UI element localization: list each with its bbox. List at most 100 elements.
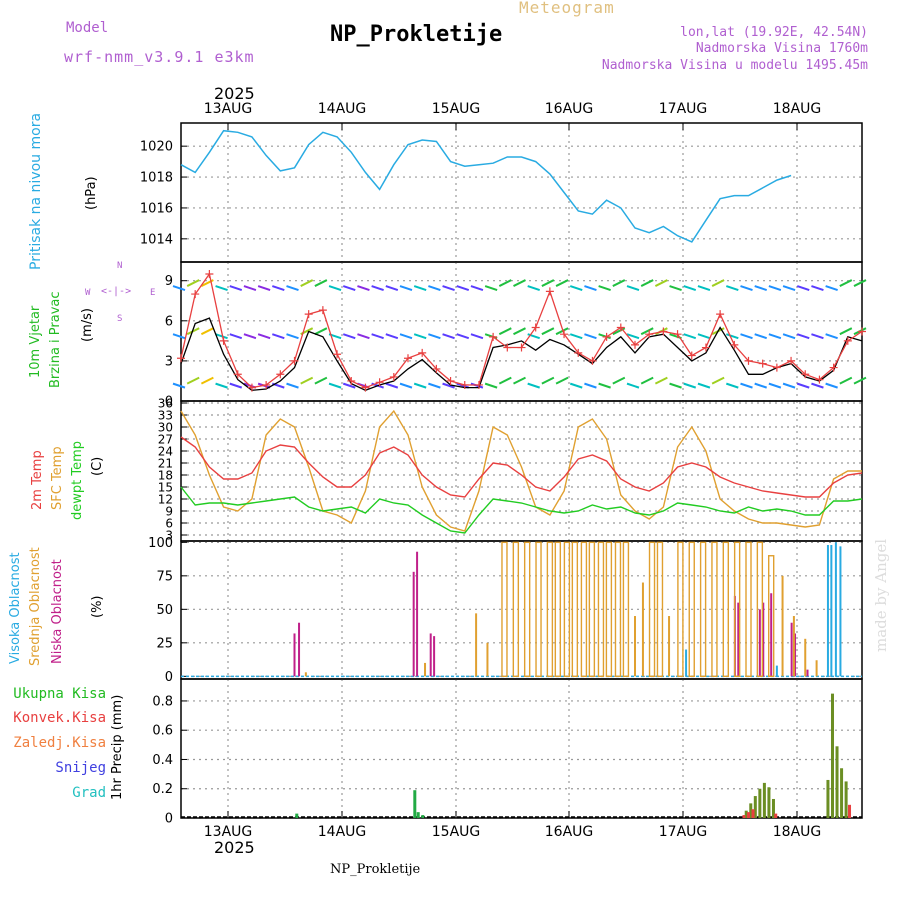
y-tick-label: 0.6 xyxy=(152,724,173,739)
cloud-bar xyxy=(770,593,773,677)
wind-barb xyxy=(654,279,668,287)
wind-barb xyxy=(640,376,654,385)
y-tick-label: 27 xyxy=(158,433,173,447)
wind-barb xyxy=(456,285,470,292)
x-tick-label-bottom: 15AUG xyxy=(432,824,481,840)
wind-barb xyxy=(215,333,228,340)
cloud-bar xyxy=(790,622,793,677)
precip-bar xyxy=(744,810,748,818)
wind-barb xyxy=(342,333,356,340)
cloud-bar xyxy=(475,613,478,677)
cloud-bar xyxy=(839,546,842,677)
wind-barb xyxy=(853,376,867,385)
wind-barb xyxy=(342,285,356,292)
x-tick-label-top: 16AUG xyxy=(545,101,594,117)
y-tick-label: 3 xyxy=(165,529,173,543)
dew-title: dewpt Temp xyxy=(70,440,85,520)
wind-barb xyxy=(654,376,668,385)
wind-barb xyxy=(782,285,796,292)
wind-gust-marker xyxy=(616,323,625,332)
wind-barb xyxy=(584,382,597,389)
temp2m-line xyxy=(180,436,863,498)
wind-barb xyxy=(754,333,768,340)
x-tick-label-bottom: 13AUG xyxy=(204,824,253,840)
pressure-title: Pritisak na nivou mora xyxy=(28,112,44,270)
temp-unit: (C) xyxy=(90,456,105,476)
wind-barb xyxy=(683,333,697,340)
precip-bar xyxy=(830,693,834,818)
wind-barb xyxy=(257,285,271,292)
cloud-bar xyxy=(806,669,809,677)
wind-barb xyxy=(413,285,427,292)
cloud-bar xyxy=(535,541,542,678)
wind-barb xyxy=(768,333,782,340)
wind-gust-marker xyxy=(730,340,739,349)
cloud-bar xyxy=(293,633,296,677)
y-tick-label: 6 xyxy=(165,517,173,531)
wind-barb xyxy=(811,333,824,340)
wind-barb xyxy=(513,279,526,287)
precip-bar xyxy=(742,815,746,818)
wind-gust-marker xyxy=(560,330,569,339)
pressure-line xyxy=(180,129,792,243)
wind-gust-marker xyxy=(432,364,441,373)
y-tick-label: 12 xyxy=(158,493,173,507)
wind-barb xyxy=(697,382,711,389)
precip-bar xyxy=(835,746,839,818)
cloud-bar xyxy=(781,575,784,677)
wind-gust-marker xyxy=(716,310,725,319)
wind-gust-marker xyxy=(276,370,285,379)
y-tick-label: 21 xyxy=(158,457,173,471)
wind-barb xyxy=(286,333,299,340)
cloud-bar xyxy=(512,541,520,678)
lonlat-text: lon,lat (19.92E, 42.54N) xyxy=(680,25,868,40)
cloud-bar xyxy=(554,541,562,678)
wind-barb xyxy=(796,285,810,292)
wind-gust-marker xyxy=(843,336,852,345)
wind-gust-marker xyxy=(375,378,384,387)
wind-barb xyxy=(640,327,654,336)
x-tick-label-bottom: 14AUG xyxy=(318,824,367,840)
wind-gust-marker xyxy=(701,343,710,352)
wind-barb xyxy=(172,285,186,292)
wind-barb xyxy=(669,285,682,292)
precip-bar xyxy=(826,779,830,818)
wind-barb xyxy=(697,333,711,340)
wind-dir-w: W xyxy=(85,288,91,298)
wind-barb xyxy=(768,285,782,292)
x-tick-label-top: 15AUG xyxy=(432,101,481,117)
wind-barb xyxy=(385,285,399,292)
cloud-bar xyxy=(429,633,432,677)
wind-barb xyxy=(811,382,824,389)
wind-barb xyxy=(683,382,697,389)
cloud-bar xyxy=(677,541,684,678)
precip-bar xyxy=(751,809,755,818)
wind-barb xyxy=(697,285,711,292)
y-tick-label: 0 xyxy=(165,395,173,410)
cloud-bar xyxy=(688,541,695,678)
wind-barb xyxy=(399,333,413,340)
credit-text: made by Angel xyxy=(872,538,890,652)
cloud-bar xyxy=(668,616,671,677)
meteogram-label: Meteogram xyxy=(519,0,615,17)
wind-barb xyxy=(215,285,228,292)
wind-barb xyxy=(782,382,796,389)
cloud-unit: (%) xyxy=(90,595,105,619)
precip-bar xyxy=(762,782,766,818)
cloud-bar xyxy=(792,616,795,677)
wind-barb xyxy=(484,382,498,389)
wind-barb xyxy=(484,333,498,340)
wind-gust-marker xyxy=(517,343,526,352)
wind-barb xyxy=(825,333,838,340)
cloud-bar xyxy=(745,541,752,678)
x-tick-label-bottom: 17AUG xyxy=(659,824,708,840)
y-tick-label: 0 xyxy=(165,812,173,827)
wind-barb xyxy=(357,333,370,340)
station-title: NP_Prokletije xyxy=(330,22,503,47)
legend-konvek: Konvek.Kisa xyxy=(13,710,106,726)
wind-gust-marker xyxy=(474,380,483,389)
y-tick-label: 1020 xyxy=(140,140,173,155)
cloud-bar xyxy=(597,541,605,678)
y-tick-label: 50 xyxy=(156,603,173,618)
